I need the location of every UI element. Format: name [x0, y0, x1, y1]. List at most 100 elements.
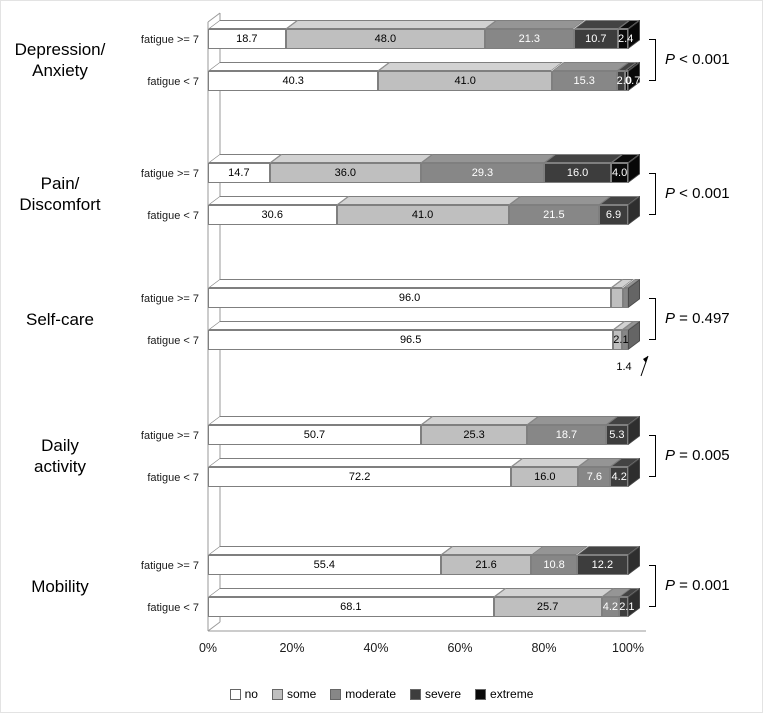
bar-segment-severe — [616, 71, 626, 91]
segment-value-label: 36.0 — [334, 167, 357, 179]
bar-segment-severe — [605, 425, 628, 445]
legend: no some moderate severe extreme — [1, 687, 762, 701]
bar-segment-top — [527, 416, 618, 425]
x-axis-tick-label: 100% — [612, 641, 644, 655]
segment-value-label: 4.2 — [611, 471, 627, 483]
bar-segment-top — [208, 196, 349, 205]
bar-segment-extreme — [618, 29, 628, 49]
row-label: fatigue >= 7 — [140, 560, 199, 572]
row-label: fatigue < 7 — [147, 335, 199, 347]
bar-segment-top — [420, 416, 540, 425]
legend-label: extreme — [490, 687, 534, 701]
row-label: fatigue >= 7 — [140, 293, 199, 305]
segment-value-label: 10.8 — [543, 559, 565, 571]
group-label-line: activity — [34, 457, 86, 476]
bar-segment-top — [208, 20, 298, 29]
segment-value-label: 72.2 — [348, 471, 371, 483]
segment-value-label: 2.0 — [616, 75, 632, 87]
x-axis-tick-label: 60% — [447, 641, 473, 655]
bar-segment-top — [208, 321, 626, 330]
segment-value-label: 96.0 — [398, 292, 421, 304]
legend-label: some — [286, 687, 317, 701]
group-bracket — [649, 39, 656, 81]
row-label: fatigue < 7 — [147, 210, 199, 222]
bar-segment-no — [208, 205, 337, 225]
legend-swatch-extreme — [475, 688, 487, 700]
bar-segment-top — [285, 20, 498, 29]
bar-segment-no — [208, 29, 286, 49]
bar-segment-some — [269, 163, 421, 183]
bar-segment-extreme — [611, 163, 628, 183]
segment-value-label: 29.3 — [471, 167, 494, 179]
p-value-label: P < 0.001 — [665, 185, 730, 202]
bar-segment-no — [208, 555, 441, 575]
x-axis-tick-label: 80% — [531, 641, 557, 655]
p-value-label: P = 0.001 — [665, 577, 730, 594]
bar-segment-top — [208, 546, 453, 555]
group-label-line: Pain/ — [40, 174, 80, 193]
group-bracket — [649, 435, 656, 477]
bar-segment-top — [378, 62, 564, 71]
segment-value-label: 21.6 — [475, 559, 497, 571]
bar-segment-no — [208, 597, 494, 617]
bar-segment-severe — [573, 29, 619, 49]
segment-value-label: 2.1 — [613, 334, 629, 346]
segment-value-label: 2.1 — [619, 601, 635, 613]
bar-segment-severe — [619, 597, 628, 617]
bar-segment-some — [493, 597, 602, 617]
segment-value-label: 50.7 — [303, 429, 326, 441]
row-label: fatigue < 7 — [147, 76, 199, 88]
legend-swatch-severe — [410, 688, 421, 700]
group-label: Depression/Anxiety — [1, 39, 119, 81]
bar-segment-moderate — [527, 425, 606, 445]
bar-segment-some — [440, 555, 532, 575]
bar-segment-moderate — [508, 205, 600, 225]
group-bracket — [649, 565, 656, 607]
bar-segment-top — [508, 196, 612, 205]
legend-label: moderate — [345, 687, 396, 701]
segment-value-label: 16.0 — [566, 167, 589, 179]
annotation-arrow-icon — [640, 355, 649, 377]
bar-segment-moderate — [485, 29, 574, 49]
segment-value-label: 21.5 — [543, 209, 565, 221]
group-label-line: Daily — [41, 436, 79, 455]
x-axis-tick-label: 0% — [198, 641, 218, 655]
group-label: Pain/Discomfort — [1, 173, 119, 215]
segment-value-label: 18.7 — [236, 33, 258, 45]
segment-value-label: 30.6 — [261, 209, 283, 221]
group-bracket — [649, 173, 656, 215]
bar-segment-top — [336, 196, 521, 205]
segment-value-label: 55.4 — [313, 559, 336, 571]
segment-value-label: 96.5 — [399, 334, 422, 346]
group-label: Daily activity — [1, 435, 119, 477]
bar-segment-moderate — [601, 597, 620, 617]
group-label: Self-care — [1, 309, 119, 330]
row-label: fatigue >= 7 — [140, 34, 199, 46]
segment-annotation: 1.4 — [616, 361, 632, 373]
legend-label: severe — [425, 687, 462, 701]
group-label-line: Anxiety — [32, 61, 88, 80]
p-value-label: P < 0.001 — [665, 51, 730, 68]
bar-segment-moderate — [622, 288, 628, 308]
bar-segment-top — [208, 62, 391, 71]
legend-item: some — [271, 687, 317, 701]
group-label: Mobility — [1, 576, 119, 597]
group-label-line: Discomfort — [19, 195, 101, 214]
bar-segment-moderate — [420, 163, 544, 183]
bar-segment-top — [208, 588, 506, 597]
segment-value-label: 12.2 — [591, 559, 614, 571]
segment-value-label: 48.0 — [374, 33, 397, 45]
bar-segment-severe — [544, 163, 612, 183]
group-bracket — [649, 298, 656, 340]
row-label: fatigue < 7 — [147, 472, 199, 484]
bar-segment-top — [420, 154, 556, 163]
segment-value-label: 6.9 — [605, 209, 622, 221]
segment-value-label: 25.3 — [463, 429, 485, 441]
bar-segment-some — [511, 467, 579, 487]
legend-item: extreme — [475, 687, 533, 701]
group-label-line: Self-care — [25, 309, 95, 329]
legend-label: no — [244, 687, 258, 701]
bar-segment-top — [440, 546, 544, 555]
bar-segment-top — [269, 154, 433, 163]
row-label: fatigue >= 7 — [140, 168, 199, 180]
